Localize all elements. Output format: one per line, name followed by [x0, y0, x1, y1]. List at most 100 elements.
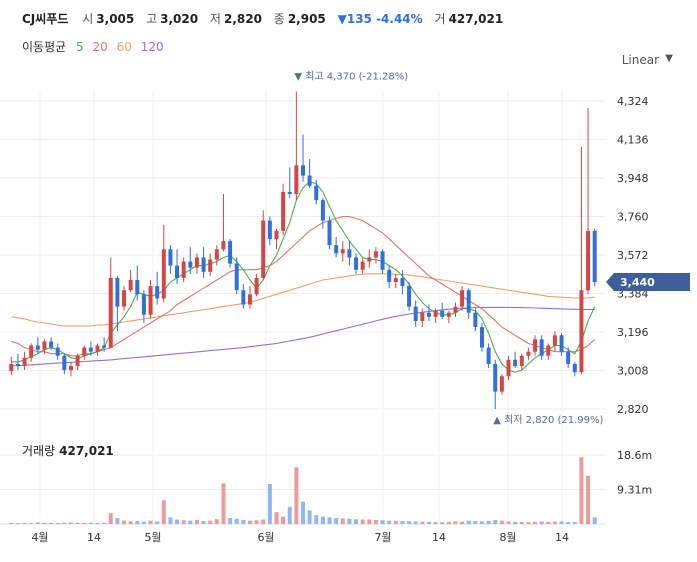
price-tick-label: 2,820 [617, 403, 649, 416]
candle-body [493, 363, 498, 392]
candle-body [400, 277, 405, 287]
scale-mode-select[interactable]: Linear [621, 53, 659, 67]
ma60-line [11, 273, 595, 327]
candle-body [453, 306, 458, 313]
candle-body [373, 251, 378, 258]
candle-body [340, 249, 345, 254]
volume-bar [499, 520, 504, 524]
candle-body [347, 249, 352, 258]
time-tick-label: 4월 [31, 531, 48, 544]
time-tick-label: 7월 [374, 531, 391, 544]
candle-body [533, 339, 538, 352]
candle-body [22, 357, 27, 366]
volume-bar [102, 522, 107, 524]
volume-bar [400, 521, 405, 524]
price-tick-label: 4,136 [617, 134, 649, 147]
volume-bar [168, 517, 173, 524]
volume-bar [274, 512, 279, 524]
volume-bar [426, 521, 431, 524]
volume-bar [301, 501, 305, 524]
volume-bar [493, 519, 498, 524]
volume-bar [513, 521, 518, 524]
candle-body [486, 347, 491, 364]
candle-body [122, 290, 126, 307]
volume-bar [559, 521, 564, 524]
candle-body [320, 200, 325, 221]
ma5-line [11, 181, 596, 373]
volume-bar [440, 522, 445, 524]
candle-body [201, 257, 206, 272]
volume-bar [373, 519, 378, 524]
volume-label: 거 [434, 12, 446, 26]
low-value: 2,820 [223, 12, 262, 26]
volume-bar [15, 523, 20, 524]
volume-bar [287, 506, 292, 524]
candle-body [168, 249, 173, 266]
volume-bar [214, 519, 219, 524]
volume-bar [22, 522, 27, 524]
candle-body [393, 277, 398, 283]
volume-bar [115, 518, 120, 524]
candle-body [254, 277, 259, 295]
volume-bar [380, 520, 385, 524]
time-tick-label: 14 [87, 531, 101, 544]
candle-body [181, 261, 186, 278]
change-value: ▼135 -4.44% [337, 12, 423, 26]
volume-bar [539, 521, 544, 524]
volume-bar [267, 483, 272, 524]
candle-body [354, 257, 359, 270]
volume-bar [533, 521, 538, 524]
candle-body [440, 310, 445, 317]
volume-bar [234, 518, 239, 524]
volume-bar [407, 521, 412, 524]
volume-bar [122, 520, 126, 524]
candle-body [360, 261, 365, 270]
moving-average-legend[interactable]: 이동평균 5 20 60 120 [22, 38, 169, 55]
close-label: 종 [273, 12, 285, 26]
candle-body [274, 230, 279, 240]
volume-bar [393, 520, 398, 524]
candle-body [314, 185, 319, 201]
candle-body [539, 339, 544, 356]
volume-bar [201, 521, 206, 524]
volume-bar [586, 475, 591, 524]
volume-bar [247, 520, 252, 524]
candle-body [188, 261, 193, 268]
time-tick-label: 6월 [257, 531, 274, 544]
price-tick-label: 4,324 [617, 95, 649, 108]
candle-body [261, 220, 266, 278]
candle-body [367, 257, 372, 262]
price-tick-label: 3,196 [617, 326, 649, 339]
high-value: 3,020 [160, 12, 199, 26]
volume-panel-label: 거래량 427,021 [22, 442, 114, 459]
volume-bar [294, 467, 299, 524]
candle-body [281, 191, 286, 231]
candle-body [62, 355, 67, 371]
time-tick-label: 14 [555, 531, 569, 544]
chevron-down-icon[interactable]: ▼ [665, 53, 673, 64]
volume-bar [95, 522, 100, 524]
volume-bar [579, 457, 584, 524]
volume-bar [88, 522, 93, 524]
candle-body [380, 251, 385, 270]
candle-body [519, 355, 524, 366]
candle-body [42, 341, 47, 350]
volume-bar [208, 520, 213, 524]
candle-body [307, 175, 312, 186]
volume-bar [413, 521, 418, 524]
volume-bar [446, 521, 451, 524]
candle-body [88, 347, 93, 352]
current-price-label: 3,440 [620, 276, 655, 289]
candle-body [287, 191, 292, 194]
volume-bar [9, 522, 14, 524]
volume-bar [35, 522, 40, 524]
open-label: 시 [82, 12, 94, 26]
volume-bar [433, 521, 438, 524]
ma20-line [11, 215, 596, 357]
candle-body [102, 345, 107, 348]
volume-bar [473, 521, 478, 524]
candle-body [135, 279, 140, 295]
volume-bar [334, 518, 339, 524]
candle-body [241, 290, 246, 305]
